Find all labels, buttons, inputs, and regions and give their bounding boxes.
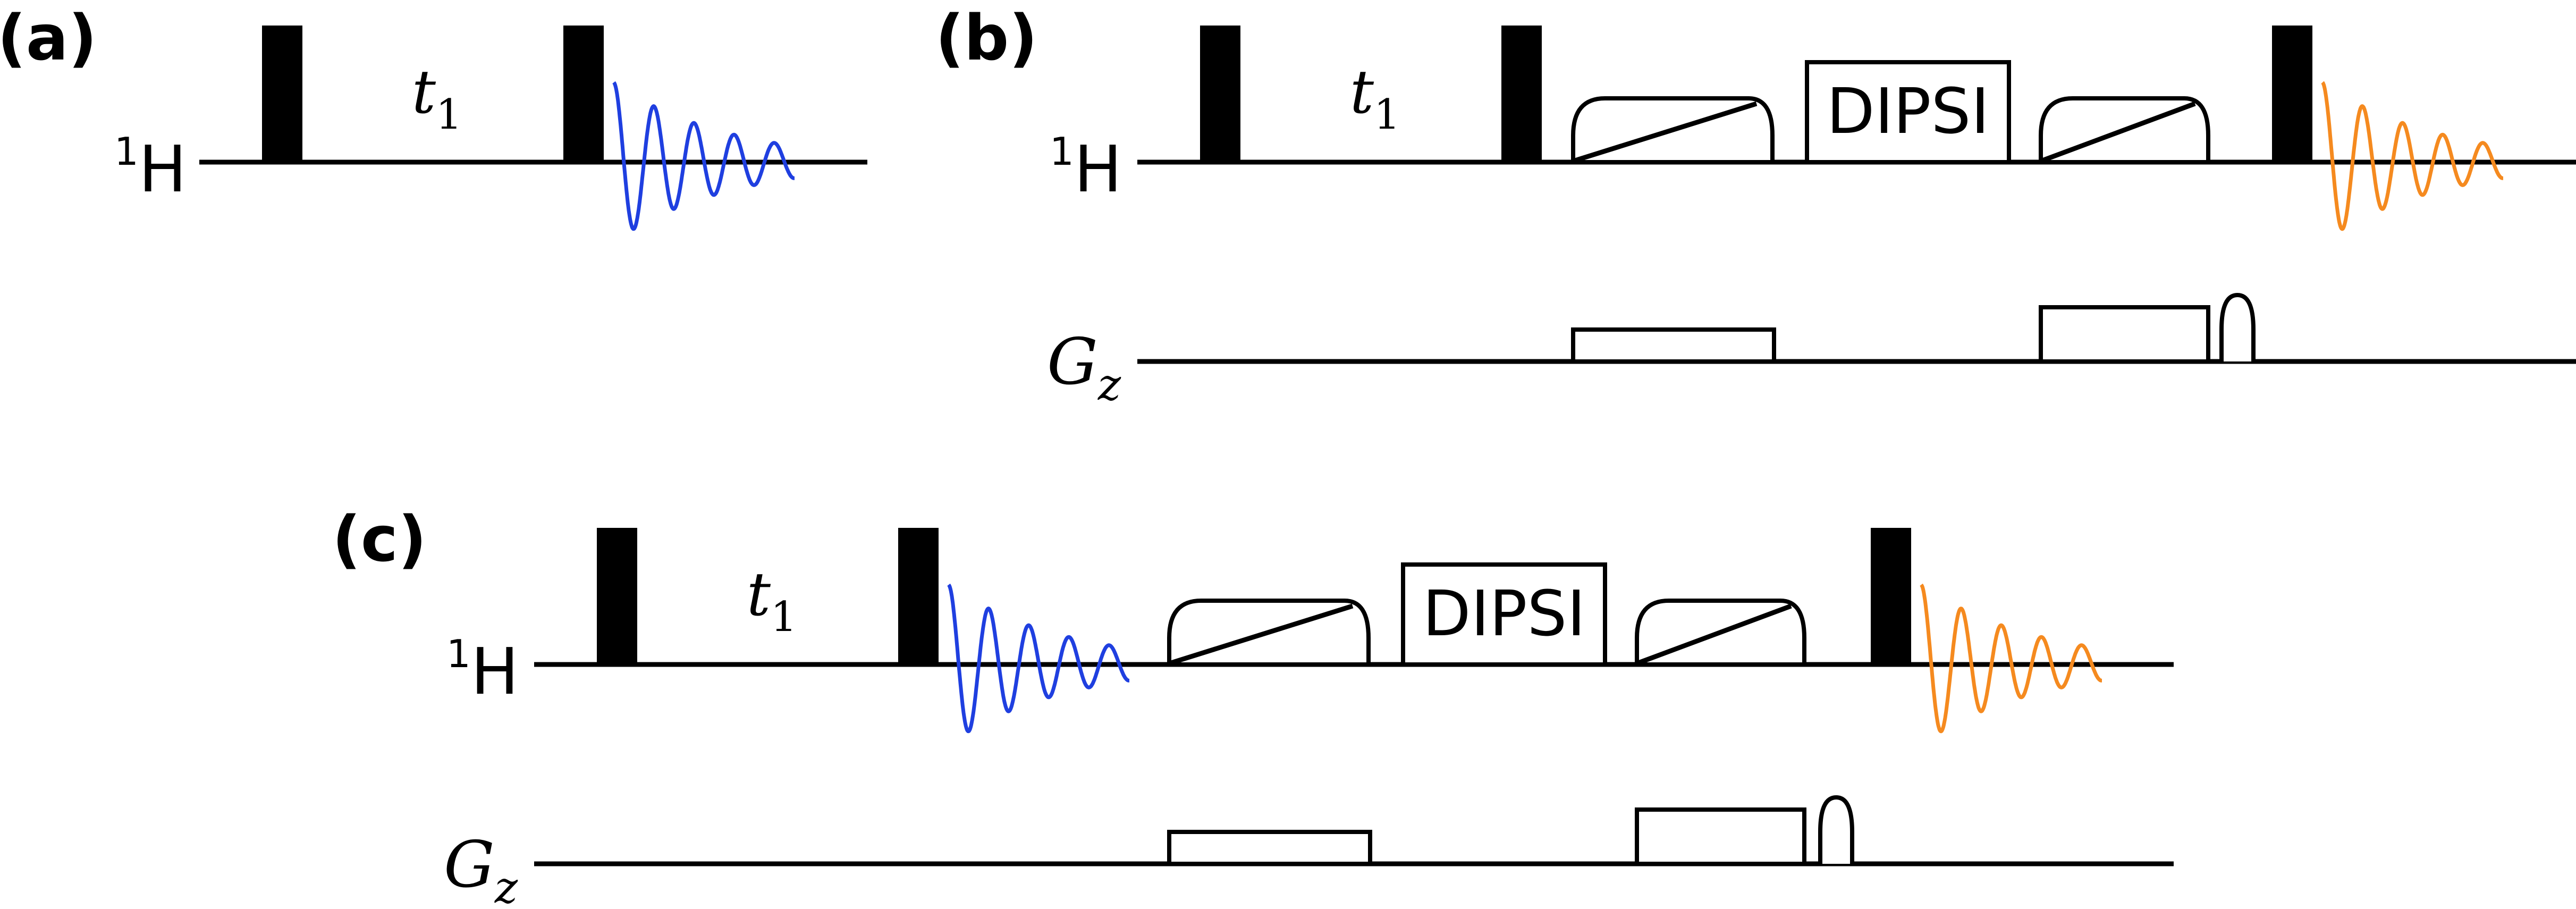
panel-a-pulse-1 [262,26,302,163]
panel-c-pulse-2 [898,528,939,665]
panel-a-pulse-2 [563,26,604,163]
panel-c-t1-label: t1 [747,560,797,641]
panel-b: (b) 1H t1 DIPSI Gz [935,1,2576,410]
panel-b-pulse-2 [1501,26,1542,163]
panel-c-fid-orange [1920,583,2102,734]
panel-c-fid-blue [947,583,1129,734]
panel-c-adiabatic-pulse-1 [1167,599,1371,667]
panel-b-adiabatic-pulse-1 [1571,96,1775,164]
panel-b-t1-label: t1 [1350,58,1400,139]
panel-c-adiabatic-pulse-2 [1635,599,1806,667]
panel-a: (a) 1H t1 [0,1,867,231]
panel-b-h-channel-label: 1H [1050,129,1122,207]
panel-b-adiabatic-pulse-2 [2039,96,2210,164]
panel-b-dipsi-box [1805,60,2011,164]
panel-c: (c) 1H t1 DIPSI Gz [332,502,2174,909]
panel-b-label: (b) [935,1,1037,74]
panel-b-fid-orange [2321,81,2503,231]
panel-c-dipsi-label: DIPSI [1423,577,1586,650]
panel-c-gradient-pulse [1818,795,1854,864]
panel-c-pulse-1 [597,528,637,665]
panel-b-gz-label: Gz [1047,325,1121,410]
panel-a-t1-label: t1 [412,58,462,139]
panel-b-pulse-3 [2272,26,2312,163]
panel-a-label: (a) [0,1,97,74]
panel-b-gradient-pulse [2219,292,2256,361]
panel-b-gradient-1 [1571,327,1776,364]
panel-c-pulse-3 [1871,528,1911,665]
panel-b-gradient-2 [2039,305,2210,364]
panel-c-gradient-2 [1635,807,1806,866]
panel-a-fid-blue [612,81,795,231]
panel-c-label: (c) [332,502,427,576]
panel-c-dipsi-box [1401,562,1607,667]
panel-c-gz-label: Gz [444,828,518,909]
panel-c-gradient-1 [1167,830,1372,866]
panel-b-dipsi-label: DIPSI [1827,74,1990,148]
panel-a-h-channel-label: 1H [114,129,187,207]
panel-c-h-channel-label: 1H [446,632,519,709]
panel-b-pulse-1 [1200,26,1240,163]
